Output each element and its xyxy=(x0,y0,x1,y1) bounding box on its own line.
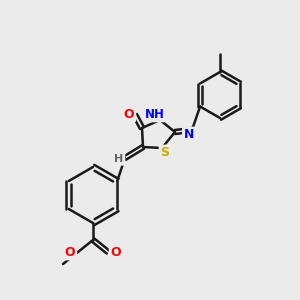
Text: O: O xyxy=(65,245,75,259)
Text: NH: NH xyxy=(145,107,165,121)
Text: H: H xyxy=(114,154,124,164)
Text: O: O xyxy=(111,245,121,259)
Text: S: S xyxy=(160,146,169,160)
Text: O: O xyxy=(124,107,134,121)
Text: N: N xyxy=(184,128,194,142)
